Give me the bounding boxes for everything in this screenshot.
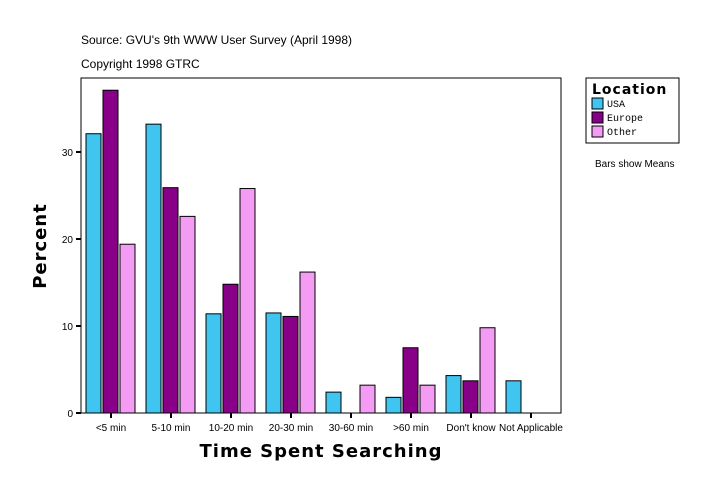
bar-usa [325,391,342,414]
x-tick-label: >60 min [393,423,429,434]
chart-source: Source: GVU's 9th WWW User Survey (April… [81,33,352,47]
x-tick-label: Not Applicable [499,423,563,434]
bar-usa [265,312,282,414]
chart-note: Bars show Means [595,159,674,170]
y-tick-label: 20 [62,235,74,246]
bar-usa [505,380,522,414]
y-tick-label: 10 [62,322,74,333]
bar-other [179,215,196,414]
legend-box [585,77,680,144]
legend-swatch-europe [591,111,604,124]
legend: Location USA Europe Other [585,77,680,144]
legend-label: USA [607,100,625,111]
bar-europe [402,347,419,414]
bar-other [119,243,136,414]
x-tick-label: <5 min [96,423,126,434]
y-axis-title: Percent [30,203,51,289]
bar-other [299,271,316,414]
x-tick-label: 20-30 min [269,423,313,434]
legend-swatch-usa [591,97,604,110]
bar-other [479,327,496,414]
bar-usa [445,375,462,414]
bar-usa [205,313,222,414]
y-tick-label: 0 [67,409,73,420]
bar-europe [282,315,299,414]
bar-europe [102,89,119,414]
legend-title: Location [592,82,667,98]
y-tick-label: 30 [62,148,74,159]
bar-usa [385,396,402,414]
x-tick-label: 5-10 min [152,423,191,434]
bar-other [419,384,436,414]
chart-copyright: Copyright 1998 GTRC [81,57,200,71]
bar-europe [462,380,479,414]
legend-label: Other [607,127,637,139]
x-tick-label: Don't know [446,423,496,434]
x-tick-label: 30-60 min [329,423,373,434]
plot-frame [80,77,562,414]
x-tick-label: 10-20 min [209,423,253,434]
legend-label: Europe [607,114,643,125]
bar-europe [222,283,239,414]
x-axis-title: Time Spent Searching [200,441,443,462]
bar-other [359,384,376,414]
bar-other [239,188,256,414]
bar-usa [85,133,102,414]
bar-usa [145,123,162,414]
bar-europe [162,187,179,414]
legend-swatch-other [591,125,604,138]
